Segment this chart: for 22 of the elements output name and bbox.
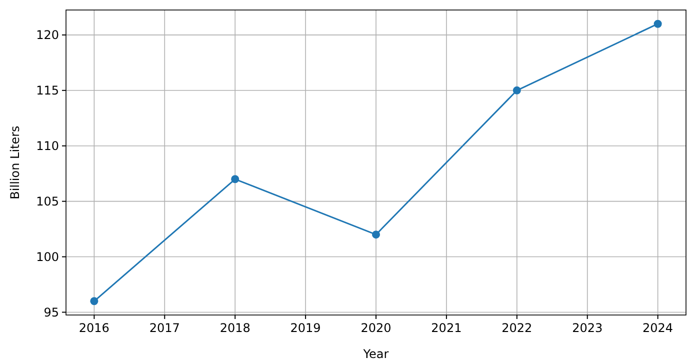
x-tick-label: 2018 [220,321,250,335]
x-tick-label: 2021 [431,321,462,335]
x-tick-label: 2020 [360,321,392,335]
y-tick-label: 105 [36,194,59,209]
x-tick-label: 2019 [290,321,321,335]
y-tick-label: 110 [36,139,59,154]
y-tick-label: 100 [36,250,59,264]
point [512,86,521,94]
point [372,230,380,239]
point [654,20,662,28]
y-tick-label: 95 [44,305,59,320]
x-tick-label: 2022 [502,321,532,335]
y-tick-label: 115 [36,84,59,98]
x-tick-label: 2024 [642,321,674,335]
point [90,297,98,306]
x-tick-label: 2023 [572,321,603,335]
x-tick-label: 2017 [149,321,180,335]
x-tick-label: 2016 [78,321,110,335]
y-tick-label: 120 [36,28,59,42]
x-axis-title: Year [362,347,389,361]
point [231,175,240,184]
y-axis-title: Billion Liters [8,126,22,200]
